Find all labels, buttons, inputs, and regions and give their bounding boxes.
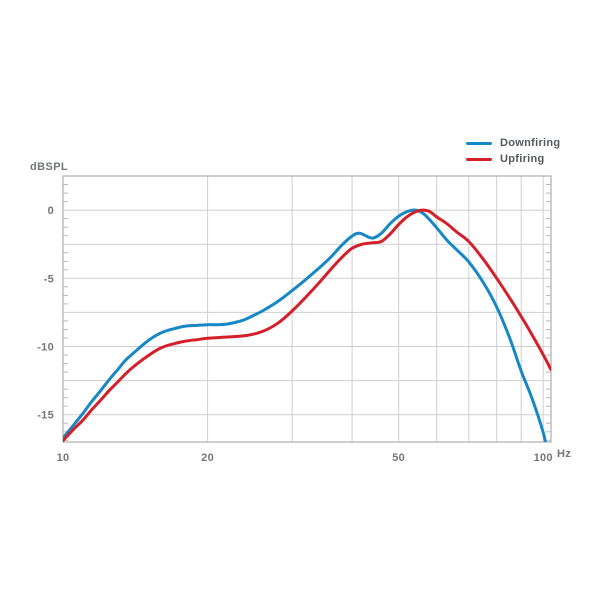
legend-label-upfiring: Upfiring (500, 153, 545, 165)
y-axis-unit-label: dBSPL (30, 161, 69, 173)
x-tick-label-50: 50 (392, 452, 405, 464)
x-tick-label-100: 100 (534, 452, 553, 464)
upfiring-line-swatch (466, 157, 492, 161)
downfiring-line-swatch (466, 141, 492, 145)
legend-item-upfiring: Upfiring (466, 153, 560, 165)
y-tick-label-0: 0 (48, 205, 54, 217)
legend: Downfiring Upfiring (466, 137, 560, 165)
plot-frame (62, 175, 552, 443)
downfiring-curve (63, 208, 547, 442)
x-tick-label-10: 10 (57, 452, 70, 464)
x-tick-label-20: 20 (201, 452, 214, 464)
y-minor-ticks (63, 184, 551, 441)
upfiring-curve (63, 208, 551, 442)
y-tick-label--10: -10 (37, 342, 54, 354)
y-tick-label--5: -5 (44, 273, 54, 285)
legend-item-downfiring: Downfiring (466, 137, 560, 149)
legend-label-downfiring: Downfiring (500, 137, 561, 149)
x-axis-unit-label: Hz (557, 448, 572, 460)
y-tick-label--15: -15 (37, 410, 54, 422)
